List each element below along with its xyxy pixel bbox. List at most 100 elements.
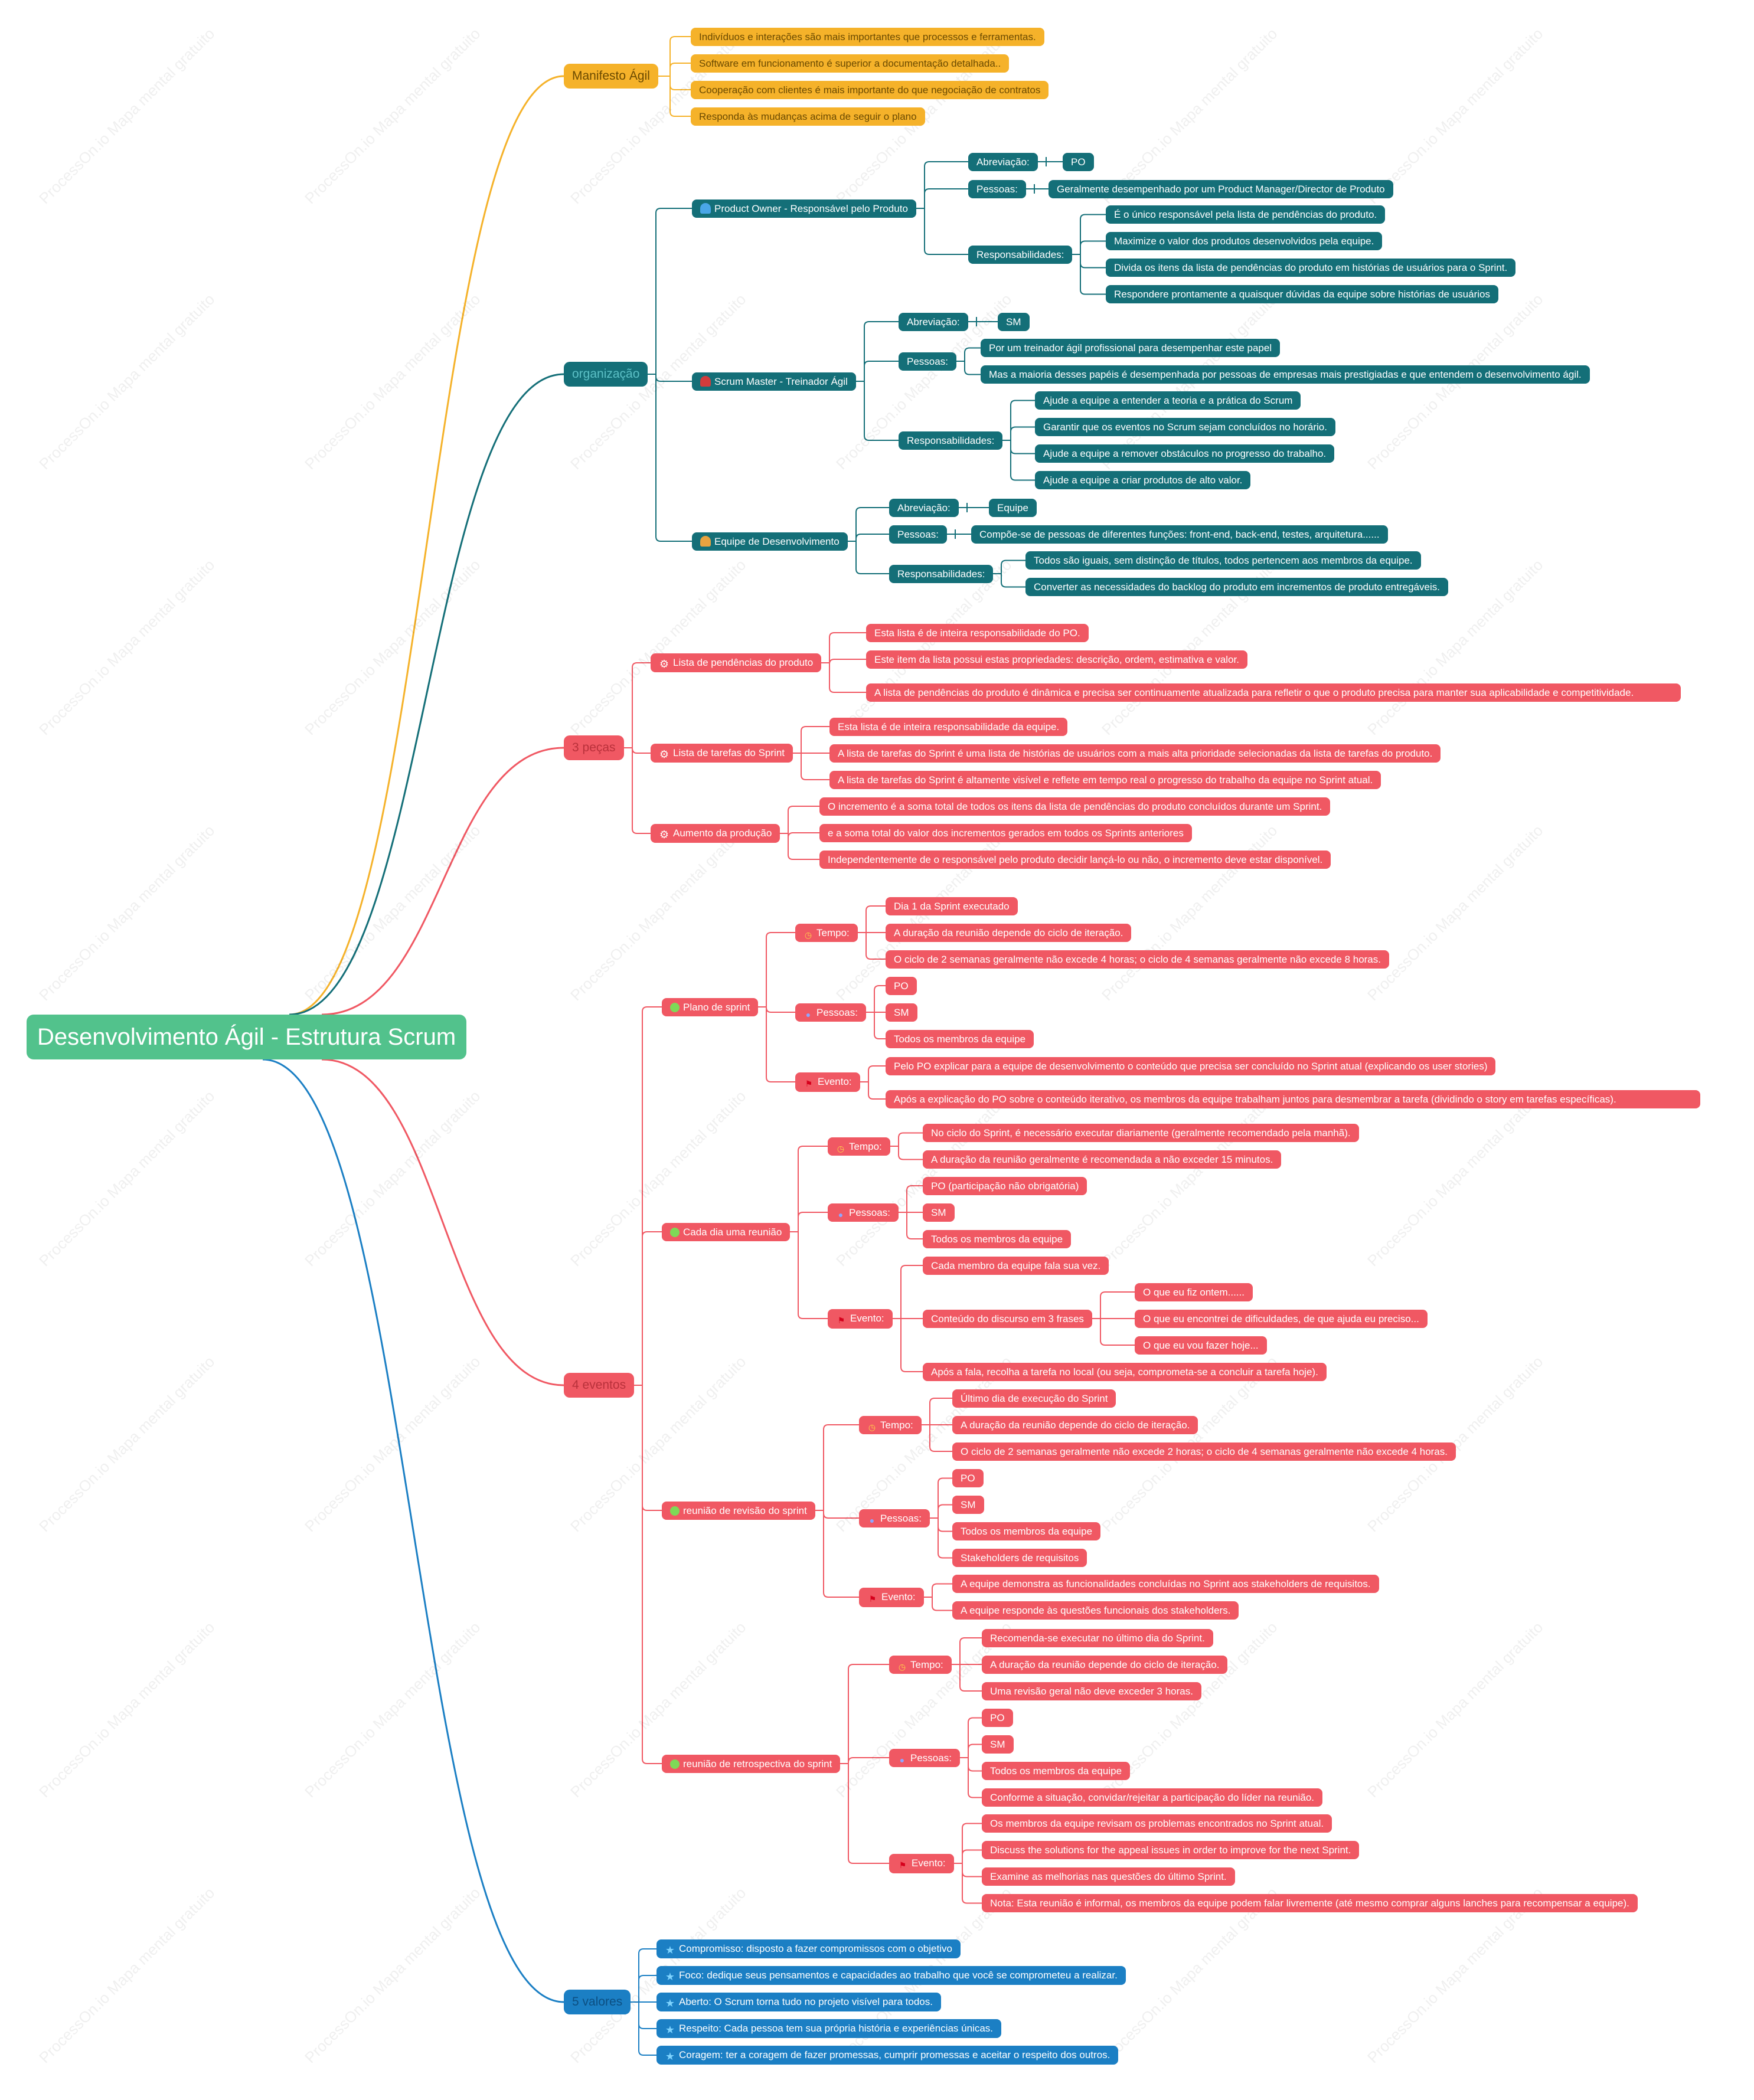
role-1-people[interactable]: Pessoas: — [968, 179, 1026, 198]
event-3-event-2[interactable]: A equipe responde às questões funcionais… — [952, 1601, 1239, 1620]
event-4-event-2[interactable]: Discuss the solutions for the appeal iss… — [982, 1841, 1360, 1859]
event-4-time-2[interactable]: A duração da reunião depende do ciclo de… — [982, 1655, 1228, 1674]
event-2-people-1[interactable]: PO (participação não obrigatória) — [923, 1176, 1087, 1195]
event-2-time-2[interactable]: A duração da reunião geralmente é recome… — [923, 1150, 1282, 1169]
role-1-resp-1[interactable]: É o único responsável pela lista de pend… — [1106, 205, 1386, 224]
event-3-people-4[interactable]: Stakeholders de requisitos — [952, 1549, 1087, 1567]
event-4-time-3[interactable]: Uma revisão geral não deve exceder 3 hor… — [982, 1682, 1201, 1700]
branch-values[interactable]: 5 valores — [564, 1990, 631, 2014]
artifact-3-detail-3[interactable]: Independentemente de o responsável pelo … — [819, 850, 1331, 869]
role-1-abbr-value[interactable]: PO — [1063, 152, 1094, 171]
daily-phrase-2[interactable]: O que eu encontrei de dificuldades, de q… — [1135, 1309, 1428, 1328]
role-3-abbreviation[interactable]: Abreviação: — [889, 498, 959, 517]
event-3-people-2[interactable]: SM — [952, 1496, 984, 1514]
root-node[interactable]: Desenvolvimento Ágil - Estrutura Scrum — [27, 1015, 467, 1059]
event-1-time-2[interactable]: A duração da reunião depende do ciclo de… — [886, 923, 1132, 942]
event-3-time-2[interactable]: A duração da reunião depende do ciclo de… — [952, 1415, 1198, 1434]
event-3-event-1[interactable]: A equipe demonstra as funcionalidades co… — [952, 1575, 1379, 1593]
event-1-time-3[interactable]: O ciclo de 2 semanas geralmente não exce… — [886, 950, 1389, 969]
event-4-event-3[interactable]: Examine as melhorias nas questões do últ… — [982, 1867, 1235, 1886]
event-2-people[interactable]: ● Pessoas: — [828, 1203, 899, 1222]
manifesto-item-2[interactable]: Software em funcionamento é superior a d… — [691, 54, 1010, 73]
artifact-2-detail-3[interactable]: A lista de tarefas do Sprint é altamente… — [829, 770, 1381, 789]
role-2-people-value-2[interactable]: Mas a maioria desses papéis é desempenha… — [981, 365, 1590, 384]
role-1-people-value-1[interactable]: Geralmente desempenhado por um Product M… — [1049, 179, 1393, 198]
daily-phrase-3[interactable]: O que eu vou fazer hoje... — [1135, 1336, 1267, 1355]
role-1-resp-4[interactable]: Respondere prontamente a quaisquer dúvid… — [1106, 285, 1498, 303]
artifact-2-detail-1[interactable]: Esta lista é de inteira responsabilidade… — [829, 717, 1068, 736]
event-2[interactable]: Cada dia uma reunião — [662, 1222, 791, 1241]
role-3-resp-1[interactable]: Todos são iguais, sem distinção de títul… — [1025, 551, 1421, 570]
role-1-abbreviation[interactable]: Abreviação: — [968, 152, 1038, 171]
manifesto-item-1[interactable]: Indivíduos e interações são mais importa… — [691, 27, 1044, 46]
role-3-people-value-1[interactable]: Compõe-se de pessoas de diferentes funçõ… — [971, 525, 1388, 544]
artifact-2[interactable]: ⚙ Lista de tarefas do Sprint — [651, 744, 793, 763]
event-4-people-2[interactable]: SM — [982, 1735, 1014, 1754]
event-3-people[interactable]: ● Pessoas: — [859, 1509, 930, 1527]
role-2-resp-1[interactable]: Ajude a equipe a entender a teoria e a p… — [1035, 391, 1301, 410]
event-2-time[interactable]: ◷ Tempo: — [828, 1137, 890, 1156]
role-2-resp-2[interactable]: Garantir que os eventos no Scrum sejam c… — [1035, 418, 1335, 436]
event-1-time[interactable]: ◷ Tempo: — [795, 923, 858, 942]
event-1-event[interactable]: ⚑ Evento: — [795, 1072, 860, 1092]
manifesto-item-4[interactable]: Responda às mudanças acima de seguir o p… — [691, 107, 925, 126]
role-2-abbreviation[interactable]: Abreviação: — [899, 312, 968, 331]
event-4-event-1[interactable]: Os membros da equipe revisam os problema… — [982, 1814, 1332, 1833]
role-1-responsibilities[interactable]: Responsabilidades: — [968, 245, 1073, 264]
event-3-time-3[interactable]: O ciclo de 2 semanas geralmente não exce… — [952, 1442, 1456, 1461]
event-3-event[interactable]: ⚑ Evento: — [859, 1587, 924, 1607]
artifact-1-detail-1[interactable]: Esta lista é de inteira responsabilidade… — [866, 623, 1089, 642]
role-3-abbr-value[interactable]: Equipe — [989, 498, 1037, 517]
role-3-resp-2[interactable]: Converter as necessidades do backlog do … — [1025, 578, 1448, 596]
event-1-people-2[interactable]: SM — [886, 1003, 917, 1022]
event-1-people[interactable]: ● Pessoas: — [795, 1003, 866, 1022]
role-1[interactable]: Product Owner - Responsável pelo Produto — [692, 199, 916, 218]
event-1-event-2[interactable]: Após a explicação do PO sobre o conteúdo… — [886, 1090, 1700, 1108]
artifact-2-detail-2[interactable]: A lista de tarefas do Sprint é uma lista… — [829, 744, 1441, 763]
role-2-people-value-1[interactable]: Por um treinador ágil profissional para … — [981, 339, 1281, 357]
event-4-time-1[interactable]: Recomenda-se executar no último dia do S… — [982, 1628, 1213, 1647]
value-2[interactable]: ★ Foco: dedique seus pensamentos e capaci… — [656, 1966, 1126, 1985]
event-3-time[interactable]: ◷ Tempo: — [859, 1415, 922, 1434]
event-3-time-1[interactable]: Último dia de execução do Sprint — [952, 1389, 1116, 1408]
event-4-event-4[interactable]: Nota: Esta reunião é informal, os membro… — [982, 1894, 1638, 1912]
event-3-people-1[interactable]: PO — [952, 1469, 984, 1487]
event-2-event-3[interactable]: Após a fala, recolha a tarefa no local (… — [923, 1362, 1327, 1381]
event-1[interactable]: Plano de sprint — [662, 997, 759, 1016]
value-3[interactable]: ★ Aberto: O Scrum torna tudo no projeto v… — [656, 1993, 941, 2011]
event-2-people-2[interactable]: SM — [923, 1203, 955, 1222]
artifact-3-detail-2[interactable]: e a soma total do valor dos incrementos … — [819, 823, 1192, 842]
role-3[interactable]: Equipe de Desenvolvimento — [692, 532, 848, 551]
role-2[interactable]: Scrum Master - Treinador Ágil — [692, 372, 856, 391]
event-1-people-1[interactable]: PO — [886, 976, 917, 995]
role-1-resp-3[interactable]: Divida os itens da lista de pendências d… — [1106, 259, 1516, 277]
role-2-abbr-value[interactable]: SM — [998, 312, 1030, 331]
event-4-people-1[interactable]: PO — [982, 1709, 1013, 1727]
event-4-people[interactable]: ● Pessoas: — [889, 1748, 960, 1767]
branch-artifacts[interactable]: 3 peças — [564, 735, 624, 760]
event-3-people-3[interactable]: Todos os membros da equipe — [952, 1522, 1101, 1540]
role-2-responsibilities[interactable]: Responsabilidades: — [899, 431, 1003, 450]
value-4[interactable]: ★ Respeito: Cada pessoa tem sua própria h… — [656, 2019, 1002, 2038]
value-5[interactable]: ★ Coragem: ter a coragem de fazer promess… — [656, 2046, 1119, 2065]
event-1-time-1[interactable]: Dia 1 da Sprint executado — [886, 897, 1018, 915]
manifesto-item-3[interactable]: Cooperação com clientes é mais important… — [691, 80, 1049, 99]
artifact-1[interactable]: ⚙ Lista de pendências do produto — [651, 653, 822, 672]
event-4-time[interactable]: ◷ Tempo: — [889, 1655, 952, 1674]
event-2-people-3[interactable]: Todos os membros da equipe — [923, 1229, 1072, 1248]
event-2-event[interactable]: ⚑ Evento: — [828, 1309, 893, 1329]
role-2-resp-4[interactable]: Ajude a equipe a criar produtos de alto … — [1035, 471, 1251, 489]
event-1-people-3[interactable]: Todos os membros da equipe — [886, 1029, 1034, 1048]
event-4[interactable]: reunião de retrospectiva do sprint — [662, 1754, 841, 1773]
role-2-resp-3[interactable]: Ajude a equipe a remover obstáculos no p… — [1035, 444, 1335, 463]
event-2-event-1[interactable]: Cada membro da equipe fala sua vez. — [923, 1256, 1109, 1275]
branch-organization[interactable]: organização — [564, 362, 648, 387]
event-4-people-3[interactable]: Todos os membros da equipe — [982, 1762, 1131, 1780]
branch-events[interactable]: 4 eventos — [564, 1373, 635, 1398]
event-1-event-1[interactable]: Pelo PO explicar para a equipe de desenv… — [886, 1056, 1496, 1075]
artifact-1-detail-3[interactable]: A lista de pendências do produto é dinâm… — [866, 683, 1681, 702]
artifact-1-detail-2[interactable]: Este item da lista possui estas propried… — [866, 650, 1247, 669]
branch-manifesto[interactable]: Manifesto Ágil — [564, 64, 658, 89]
artifact-3[interactable]: ⚙ Aumento da produção — [651, 824, 780, 843]
event-3[interactable]: reunião de revisão do sprint — [662, 1501, 815, 1520]
